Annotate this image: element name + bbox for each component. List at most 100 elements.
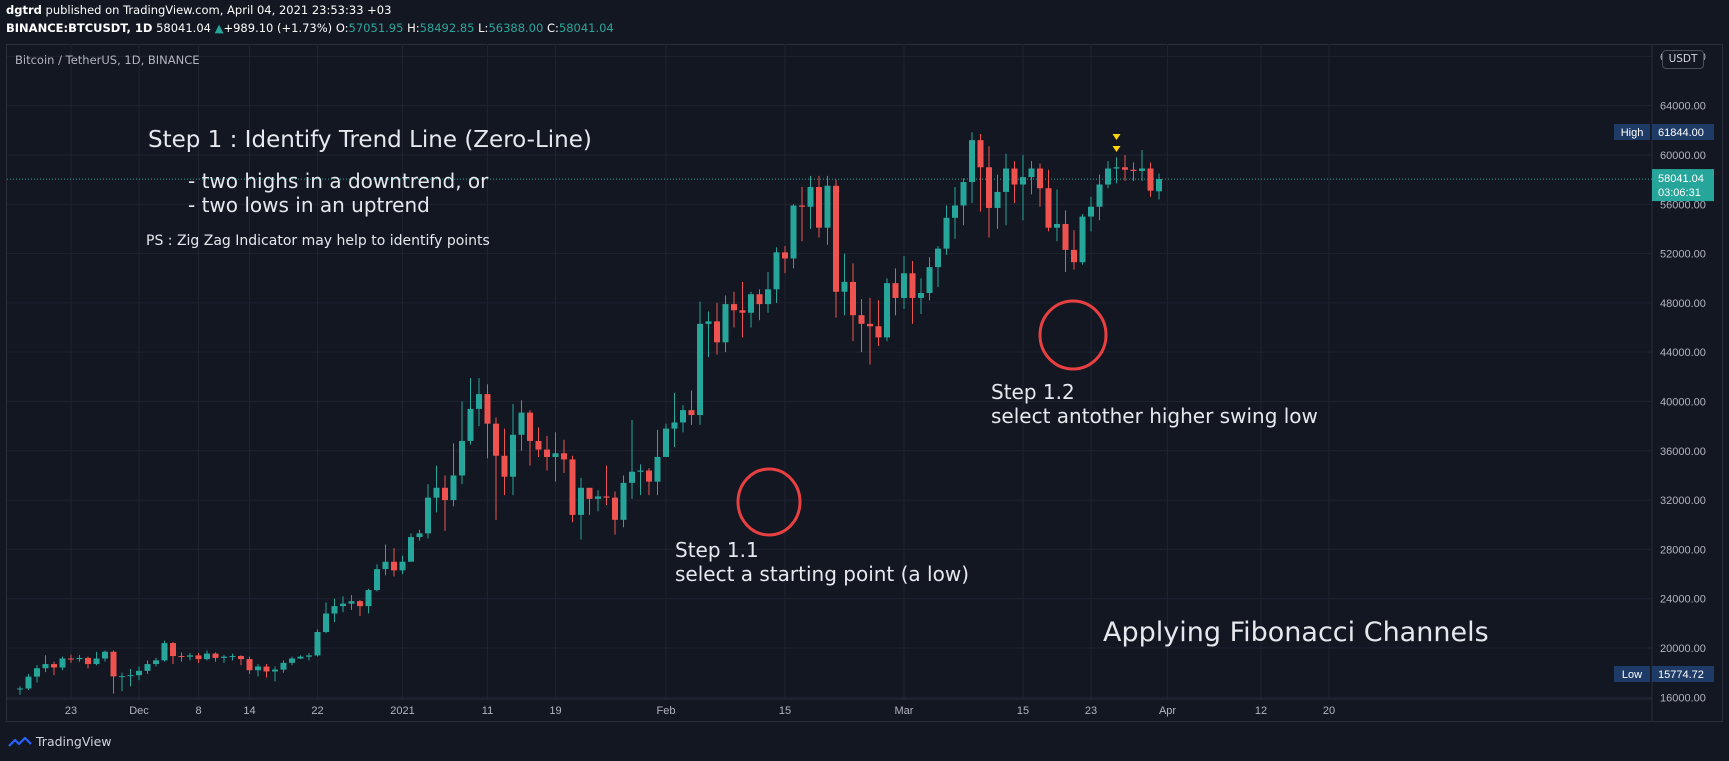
candle-body — [297, 656, 304, 659]
candle-body — [459, 440, 465, 476]
candle-body — [722, 304, 729, 343]
chart-frame — [6, 44, 1723, 722]
x-tick-label: Mar — [895, 705, 914, 717]
candle-body — [654, 456, 661, 482]
y-tick-label: 44000.00 — [1660, 347, 1706, 359]
currency-button[interactable]: USDT — [1662, 50, 1704, 69]
candle-body — [688, 410, 695, 416]
candle-body — [807, 186, 814, 207]
candle-body — [280, 662, 287, 670]
candle-body — [59, 658, 66, 668]
candle-body — [1028, 168, 1035, 178]
candle-body — [773, 252, 780, 290]
candle-body — [399, 561, 406, 571]
open-label: O: — [335, 21, 349, 35]
candle-body — [1062, 223, 1069, 250]
candle-body — [952, 205, 958, 218]
y-tick-label: 56000.00 — [1660, 199, 1706, 211]
candle-body — [595, 496, 601, 499]
candle-body — [221, 656, 227, 658]
countdown-value: 03:06:31 — [1658, 187, 1701, 199]
publisher-name[interactable]: dgtrd — [6, 3, 42, 17]
candle-body — [561, 453, 567, 460]
candle-body — [552, 453, 559, 457]
candle-body — [680, 410, 686, 423]
candle-body — [153, 660, 159, 665]
candle-body — [144, 664, 151, 671]
marker-triangle-icon — [1112, 134, 1121, 140]
x-tick-label: 2021 — [390, 705, 414, 717]
candle-body — [977, 140, 984, 168]
change-value: +989.10 (+1.73%) — [223, 21, 333, 35]
candle-body — [909, 273, 916, 298]
high-price-tag-value-bg — [1652, 124, 1714, 140]
swing-low-circle — [1038, 299, 1108, 371]
candle-body — [816, 186, 822, 228]
x-tick-label: 20 — [1323, 705, 1335, 717]
low-price-tag-value-bg — [1652, 666, 1714, 682]
candle-body — [484, 394, 491, 424]
candle-body — [425, 497, 431, 534]
candle-body — [518, 412, 525, 435]
candle-body — [357, 601, 363, 607]
high-value: 58492.85 — [419, 21, 475, 35]
last-price-tag-value: 58041.04 — [1658, 173, 1704, 185]
candle-body — [1147, 168, 1154, 191]
candle-body — [875, 326, 882, 338]
step1-line2: - two lows in an uptrend — [188, 193, 430, 217]
candle-body — [790, 205, 797, 259]
candle-body — [1088, 206, 1094, 217]
candle-body — [170, 643, 176, 657]
x-tick-label: 14 — [243, 705, 255, 717]
candle-body — [603, 496, 610, 498]
high-price-tag-label-bg — [1614, 124, 1650, 140]
x-tick-label: 23 — [1085, 705, 1097, 717]
y-tick-label: 64000.00 — [1660, 101, 1706, 113]
candle-body — [986, 167, 992, 208]
low-price-tag-label-bg — [1614, 666, 1650, 682]
candle-body — [238, 656, 244, 660]
x-tick-label: 23 — [65, 705, 77, 717]
candle-body — [892, 283, 899, 298]
x-tick-label: 11 — [482, 705, 493, 717]
x-tick-label: 8 — [195, 705, 201, 717]
candle-body — [501, 455, 508, 477]
candle-body — [756, 294, 763, 305]
y-tick-label: 32000.00 — [1660, 495, 1706, 507]
candle-body — [705, 321, 712, 324]
x-tick-label: 12 — [1255, 705, 1267, 717]
y-tick-label: 36000.00 — [1660, 446, 1706, 458]
candle-body — [943, 217, 950, 249]
candle-body — [1113, 167, 1120, 169]
last-price: 58041.04 — [156, 21, 211, 35]
candle-body — [178, 656, 185, 658]
candle-body — [102, 651, 108, 659]
ohlc-header: BINANCE:BTCUSDT, 1D 58041.04 ▲+989.10 (+… — [6, 21, 614, 35]
candle-body — [289, 658, 295, 663]
candle-body — [493, 423, 499, 456]
footer-brand[interactable]: TradingView — [8, 734, 112, 749]
candle-body — [204, 653, 210, 660]
candle-body — [391, 561, 397, 571]
step12-title: Step 1.2 — [991, 380, 1075, 404]
high-price-tag-label: High — [1621, 127, 1644, 139]
y-tick-label: 24000.00 — [1660, 594, 1706, 606]
candle-body — [799, 205, 805, 207]
candle-body — [918, 293, 924, 298]
x-tick-label: 15 — [1017, 705, 1029, 717]
chart-symbol-title: Bitcoin / TetherUS, 1D, BINANCE — [15, 53, 200, 67]
candle-body — [739, 310, 746, 313]
candle-body — [1003, 168, 1009, 192]
banner-text: Applying Fibonacci Channels — [1103, 617, 1489, 648]
candle-body — [782, 252, 788, 259]
candle-body — [994, 191, 1001, 208]
candle-body — [331, 606, 338, 614]
y-tick-label: 16000.00 — [1660, 692, 1706, 704]
candle-body — [340, 603, 346, 607]
candle-body — [433, 487, 440, 498]
candle-body — [1011, 168, 1018, 185]
low-price-tag-label: Low — [1622, 669, 1642, 681]
candle-body — [246, 659, 253, 671]
low-price-tag-value: 15774.72 — [1658, 669, 1704, 681]
candle-body — [1156, 179, 1162, 192]
